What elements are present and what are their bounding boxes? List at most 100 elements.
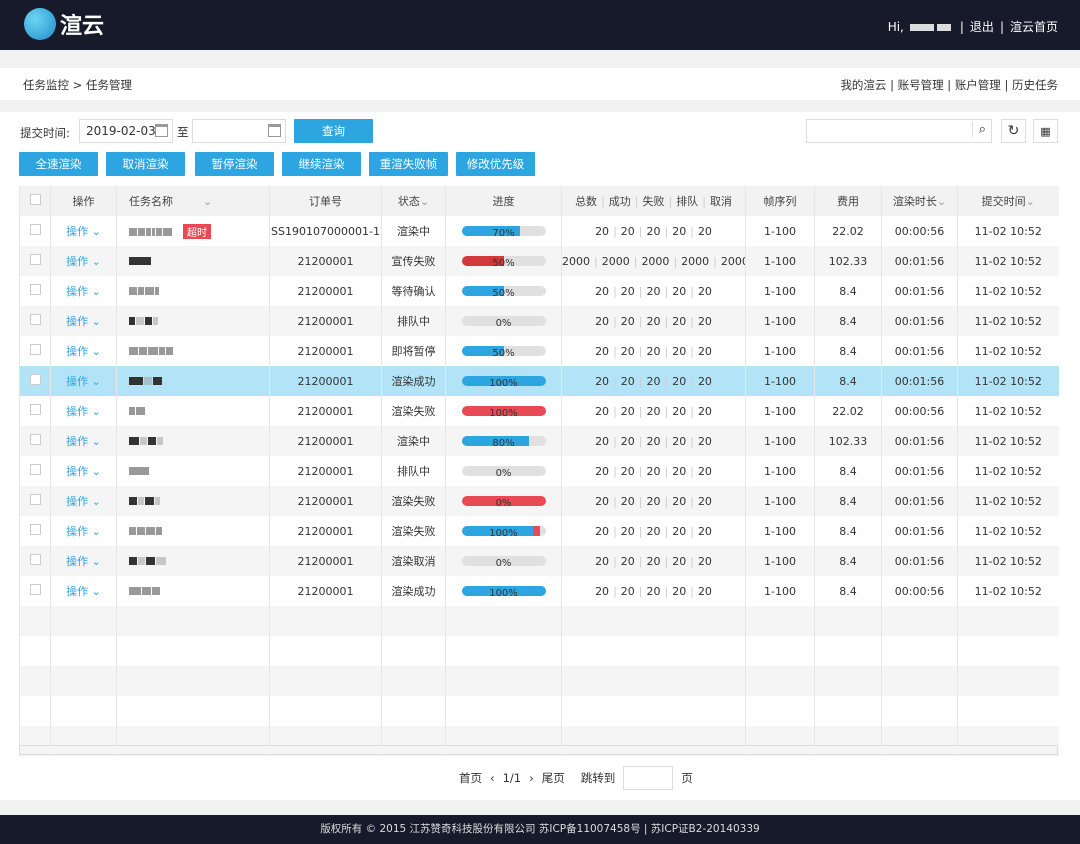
row-op-menu[interactable]: 操作 ⌄ <box>50 216 117 246</box>
op-label[interactable]: 操作 <box>66 405 89 418</box>
row-checkbox[interactable] <box>19 456 51 486</box>
op-label[interactable]: 操作 <box>66 375 89 388</box>
op-label[interactable]: 操作 <box>66 315 89 328</box>
row-checkbox[interactable] <box>19 486 51 516</box>
resume-render-button[interactable]: 继续渲染 <box>282 152 361 176</box>
row-op-menu[interactable]: 操作 ⌄ <box>50 546 117 576</box>
chevron-down-icon[interactable]: ⌄ <box>88 525 101 538</box>
select-all-checkbox[interactable] <box>19 186 51 216</box>
op-label[interactable]: 操作 <box>66 225 89 238</box>
chevron-down-icon[interactable]: ⌄ <box>88 405 101 418</box>
row-checkbox[interactable] <box>19 246 51 276</box>
chevron-down-icon[interactable]: ⌄ <box>88 585 101 598</box>
home-link[interactable]: 渲云首页 <box>1009 20 1058 34</box>
prev-page[interactable]: ‹ <box>490 771 495 785</box>
op-label[interactable]: 操作 <box>66 345 89 358</box>
last-page[interactable]: 尾页 <box>541 771 565 785</box>
table-row[interactable]: 操作 ⌄ 21200001 等待确认 50% 20 | 20 | 20 | 20 | 20 1-… <box>19 276 1059 306</box>
horizontal-scrollbar[interactable] <box>19 745 1058 755</box>
link-history[interactable]: 历史任务 <box>1012 78 1058 92</box>
calendar-icon[interactable] <box>155 124 168 137</box>
row-checkbox[interactable] <box>19 216 51 246</box>
link-my[interactable]: 我的渲云 <box>840 78 887 92</box>
chevron-down-icon[interactable]: ⌄ <box>88 345 101 358</box>
op-label[interactable]: 操作 <box>66 465 89 478</box>
table-row[interactable]: 操作 ⌄ 21200001 渲染取消 0% 20 | 20 | 20 | 20 | 20 1-1… <box>19 546 1059 576</box>
table-row[interactable]: 操作 ⌄ 超时 SS190107000001-1 渲染中 70% 20 | 20 | 2… <box>19 216 1059 246</box>
row-checkbox[interactable] <box>19 516 51 546</box>
link-billing[interactable]: 账户管理 <box>954 78 1001 92</box>
chevron-down-icon[interactable]: ⌄ <box>88 315 101 328</box>
chevron-down-icon[interactable]: ⌄ <box>88 225 101 238</box>
op-label[interactable]: 操作 <box>66 435 89 448</box>
table-row[interactable]: 操作 ⌄ 21200001 渲染失败 0% 20 | 20 | 20 | 20 | 20 1-1… <box>19 486 1059 516</box>
chevron-down-icon[interactable]: ⌄ <box>936 195 947 208</box>
chevron-down-icon[interactable]: ⌄ <box>203 195 213 208</box>
cancel-render-button[interactable]: 取消渲染 <box>106 152 185 176</box>
op-label[interactable]: 操作 <box>66 285 89 298</box>
chevron-down-icon[interactable]: ⌄ <box>419 195 430 208</box>
row-checkbox[interactable] <box>19 366 51 396</box>
search-icon[interactable]: ⌕ <box>971 122 986 137</box>
chevron-down-icon[interactable]: ⌄ <box>88 465 101 478</box>
full-speed-render-button[interactable]: 全速渲染 <box>19 152 98 176</box>
row-op-menu[interactable]: 操作 ⌄ <box>50 246 117 276</box>
op-label[interactable]: 操作 <box>66 255 89 268</box>
chevron-down-icon[interactable]: ⌄ <box>88 555 101 568</box>
op-label[interactable]: 操作 <box>66 555 89 568</box>
start-date-input[interactable]: 2019-02-03 <box>79 119 173 143</box>
col-status[interactable]: 状态⌄ <box>381 186 446 216</box>
op-label[interactable]: 操作 <box>66 525 89 538</box>
chevron-down-icon[interactable]: ⌄ <box>1025 195 1035 208</box>
logo[interactable]: 渲云 <box>24 8 104 40</box>
col-name[interactable]: 任务名称 ⌄ <box>116 186 270 216</box>
row-checkbox[interactable] <box>19 426 51 456</box>
chevron-down-icon[interactable]: ⌄ <box>88 495 101 508</box>
table-row[interactable]: 操作 ⌄ 21200001 排队中 0% 20 | 20 | 20 | 20 | 20 1-10… <box>19 456 1059 486</box>
op-label[interactable]: 操作 <box>66 495 89 508</box>
row-checkbox[interactable] <box>19 576 51 606</box>
row-op-menu[interactable]: 操作 ⌄ <box>50 456 117 486</box>
calendar-icon[interactable] <box>268 124 281 137</box>
row-checkbox[interactable] <box>19 336 51 366</box>
col-duration[interactable]: 渲染时长⌄ <box>881 186 958 216</box>
op-label[interactable]: 操作 <box>66 585 89 598</box>
refresh-button[interactable]: ↻ <box>1001 119 1026 143</box>
search-input[interactable]: ⌕ <box>806 119 992 143</box>
table-row[interactable]: 操作 ⌄ 21200001 即将暂停 50% 20 | 20 | 20 | 20 | 20 1-… <box>19 336 1059 366</box>
first-page[interactable]: 首页 <box>459 771 482 785</box>
rerender-failed-button[interactable]: 重渲失败帧 <box>369 152 448 176</box>
row-checkbox[interactable] <box>19 546 51 576</box>
row-op-menu[interactable]: 操作 ⌄ <box>50 396 117 426</box>
table-row[interactable]: 操作 ⌄ 21200001 渲染中 80% 20 | 20 | 20 | 20 | 20 1-1… <box>19 426 1059 456</box>
table-row[interactable]: 操作 ⌄ 21200001 渲染失败 100% 20 | 20 | 20 | 20 | 20 1… <box>19 516 1059 546</box>
chevron-down-icon[interactable]: ⌄ <box>88 285 101 298</box>
chevron-down-icon[interactable]: ⌄ <box>88 375 101 388</box>
query-button[interactable]: 查询 <box>294 119 373 143</box>
jump-page-input[interactable] <box>623 766 674 790</box>
chevron-down-icon[interactable]: ⌄ <box>88 255 101 268</box>
change-priority-button[interactable]: 修改优先级 <box>456 152 535 176</box>
table-row[interactable]: 操作 ⌄ 21200001 渲染失败 100% 20 | 20 | 20 | 20 | 20 1… <box>19 396 1059 426</box>
table-row[interactable]: 操作 ⌄ 21200001 渲染成功 100% 20 | 20 | 20 | 20 | 20 1… <box>19 576 1059 606</box>
row-checkbox[interactable] <box>19 396 51 426</box>
grid-view-button[interactable]: ▦ <box>1033 119 1058 143</box>
chevron-down-icon[interactable]: ⌄ <box>88 435 101 448</box>
row-checkbox[interactable] <box>19 276 51 306</box>
link-account[interactable]: 账号管理 <box>897 78 944 92</box>
row-op-menu[interactable]: 操作 ⌄ <box>50 576 117 606</box>
row-op-menu[interactable]: 操作 ⌄ <box>50 336 117 366</box>
end-date-input[interactable] <box>192 119 286 143</box>
row-op-menu[interactable]: 操作 ⌄ <box>50 306 117 336</box>
row-op-menu[interactable]: 操作 ⌄ <box>50 366 117 396</box>
table-row[interactable]: 操作 ⌄ 21200001 渲染成功 100% 20 | 20 | 20 | 20 | 20 1… <box>19 366 1059 396</box>
logout-link[interactable]: 退出 <box>969 20 994 34</box>
row-op-menu[interactable]: 操作 ⌄ <box>50 516 117 546</box>
table-row[interactable]: 操作 ⌄ 21200001 排队中 0% 20 | 20 | 20 | 20 | 20 1-10… <box>19 306 1059 336</box>
breadcrumb-parent[interactable]: 任务监控 <box>23 78 69 92</box>
row-op-menu[interactable]: 操作 ⌄ <box>50 426 117 456</box>
row-op-menu[interactable]: 操作 ⌄ <box>50 486 117 516</box>
row-op-menu[interactable]: 操作 ⌄ <box>50 276 117 306</box>
table-row[interactable]: 操作 ⌄ 21200001 宣传失败 50% 2000 | 2000 | 2000 | 20… <box>19 246 1059 276</box>
pause-render-button[interactable]: 暂停渲染 <box>195 152 274 176</box>
